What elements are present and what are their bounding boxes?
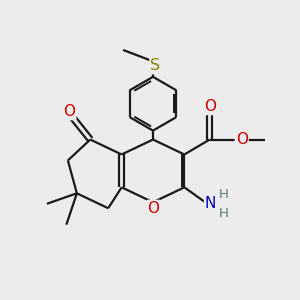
Text: O: O [204,99,216,114]
Text: H: H [219,188,229,201]
Text: O: O [148,201,160,216]
Text: O: O [63,104,75,119]
Text: S: S [150,58,161,73]
Text: N: N [205,196,216,211]
Text: H: H [219,207,229,220]
Text: O: O [236,132,248,147]
